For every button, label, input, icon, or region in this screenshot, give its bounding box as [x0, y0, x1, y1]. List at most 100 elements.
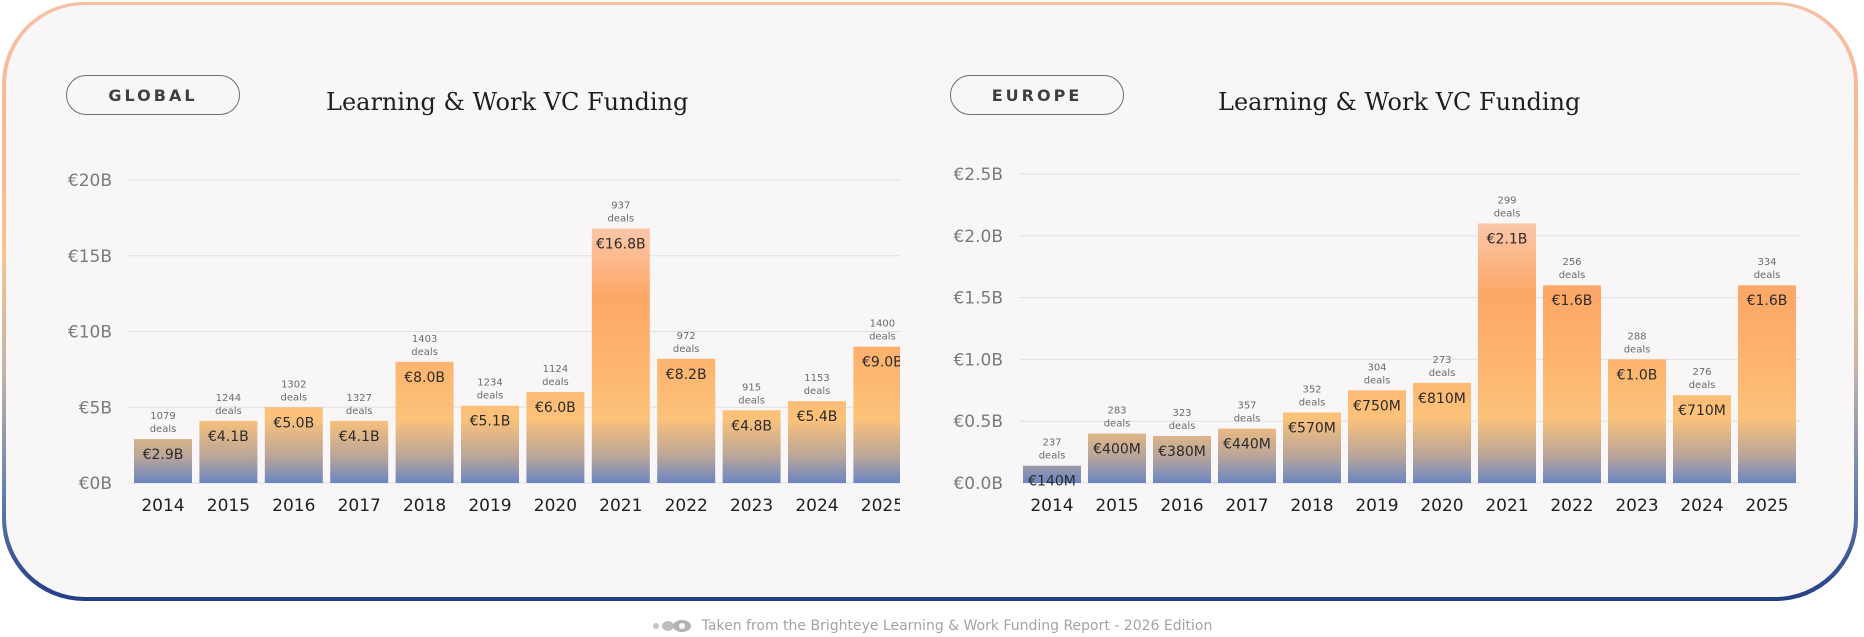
deal-word-label: deals [607, 213, 634, 224]
deal-word-label: deals [1494, 208, 1521, 219]
x-tick-label: 2019 [468, 496, 511, 516]
x-tick-label: 2025 [1745, 496, 1788, 516]
deal-count-label: 283 [1107, 406, 1126, 417]
deal-count-label: 357 [1237, 401, 1256, 412]
brighteye-logo-icon [652, 620, 691, 632]
bar-value-label: €2.9B [143, 447, 184, 463]
deal-count-label: 288 [1627, 331, 1646, 342]
bar-value-label: €440M [1223, 437, 1271, 453]
bar-value-label: €810M [1418, 391, 1466, 407]
bar [657, 358, 716, 483]
deal-count-label: 352 [1302, 385, 1321, 396]
bar-value-label: €5.0B [273, 415, 314, 431]
deal-word-label: deals [1624, 344, 1651, 355]
x-tick-label: 2025 [861, 496, 900, 516]
deal-word-label: deals [1559, 270, 1586, 281]
deal-word-label: deals [542, 377, 569, 388]
bar-value-label: €750M [1353, 398, 1401, 414]
x-tick-label: 2015 [207, 496, 250, 516]
deal-count-label: 304 [1367, 362, 1386, 373]
bar-value-label: €2.1B [1487, 231, 1528, 247]
deal-count-label: 237 [1042, 438, 1061, 449]
deal-count-label: 1153 [804, 373, 829, 384]
deal-count-label: 1234 [477, 378, 502, 389]
bar [1153, 436, 1211, 483]
bar-value-label: €16.8B [596, 236, 646, 252]
x-tick-label: 2015 [1095, 496, 1138, 516]
deal-word-label: deals [869, 332, 896, 343]
x-tick-label: 2024 [795, 496, 838, 516]
x-tick-label: 2018 [403, 496, 446, 516]
x-tick-label: 2021 [1485, 496, 1528, 516]
y-tick-label: €10B [68, 323, 112, 343]
bar [722, 410, 781, 483]
bar-value-label: €1.6B [1747, 293, 1788, 309]
deal-count-label: 937 [611, 200, 630, 211]
deal-word-label: deals [1104, 419, 1131, 430]
deal-word-label: deals [673, 344, 700, 355]
y-tick-label: €20B [68, 171, 112, 191]
bar-value-label: €8.2B [666, 367, 707, 383]
bar [1673, 395, 1731, 483]
bar [853, 346, 900, 483]
bar-value-label: €4.1B [339, 429, 380, 445]
deal-word-label: deals [346, 406, 373, 417]
x-tick-label: 2021 [599, 496, 642, 516]
deal-word-label: deals [411, 347, 438, 358]
bar-value-label: €9.0B [862, 355, 900, 371]
bar [788, 401, 846, 483]
y-tick-label: €1.5B [953, 289, 1003, 309]
deal-count-label: 256 [1562, 257, 1581, 268]
y-tick-label: €0B [79, 474, 112, 494]
chart-title: Learning & Work VC Funding [326, 88, 689, 116]
deal-count-label: 1302 [281, 379, 306, 390]
deal-word-label: deals [1234, 414, 1261, 425]
deal-word-label: deals [215, 406, 242, 417]
deal-count-label: 972 [677, 331, 696, 342]
bar-value-label: €4.8B [731, 418, 772, 434]
y-tick-label: €1.0B [953, 350, 1003, 370]
bar [1088, 433, 1146, 483]
deal-word-label: deals [1364, 375, 1391, 386]
chart-title: Learning & Work VC Funding [1218, 88, 1581, 116]
global-bar-chart: €0B €5B €10B €15B €20B €2.9B 1079 deals 2014 €4.1… [68, 171, 900, 516]
bar [134, 439, 192, 483]
deal-count-label: 299 [1497, 195, 1516, 206]
bar-value-label: €400M [1093, 442, 1141, 458]
x-tick-label: 2024 [1680, 496, 1723, 516]
bar [1283, 412, 1341, 483]
x-tick-label: 2022 [1550, 496, 1593, 516]
deal-word-label: deals [1169, 421, 1196, 432]
y-tick-label: €0.0B [953, 474, 1003, 494]
bar [330, 420, 389, 483]
deal-count-label: 1327 [346, 393, 371, 404]
deal-count-label: 273 [1432, 355, 1451, 366]
deal-word-label: deals [804, 386, 831, 397]
bar-value-label: €5.1B [470, 414, 511, 430]
europe-bar-chart: €0.0B €0.5B €1.0B €1.5B €2.0B €2.5B €140M 237 de… [953, 165, 1801, 516]
bar [1218, 428, 1276, 483]
bar-value-label: €4.1B [208, 429, 249, 445]
footer-text: Taken from the Brighteye Learning & Work… [701, 618, 1213, 634]
deal-word-label: deals [1689, 380, 1716, 391]
bar [591, 228, 650, 483]
deal-count-label: 1244 [216, 393, 241, 404]
footer: Taken from the Brighteye Learning & Work… [0, 615, 1864, 637]
x-tick-label: 2020 [1420, 496, 1463, 516]
x-tick-label: 2017 [338, 496, 381, 516]
x-tick-label: 2014 [1030, 496, 1073, 516]
bar [199, 420, 258, 483]
x-tick-label: 2023 [1615, 496, 1658, 516]
europe-chart-panel: EUROPE Learning & Work VC Funding €0.0B €… [928, 0, 1828, 600]
bar [1413, 382, 1471, 483]
bar [461, 405, 519, 483]
x-tick-label: 2016 [272, 496, 315, 516]
bar-value-label: €8.0B [404, 370, 445, 386]
deal-count-label: 1400 [870, 319, 895, 330]
bar-value-label: €380M [1158, 444, 1206, 460]
region-badge: GLOBAL [66, 75, 240, 115]
x-tick-label: 2023 [730, 496, 773, 516]
bar-value-label: €5.4B [797, 409, 838, 425]
x-tick-label: 2022 [665, 496, 708, 516]
x-tick-label: 2016 [1160, 496, 1203, 516]
